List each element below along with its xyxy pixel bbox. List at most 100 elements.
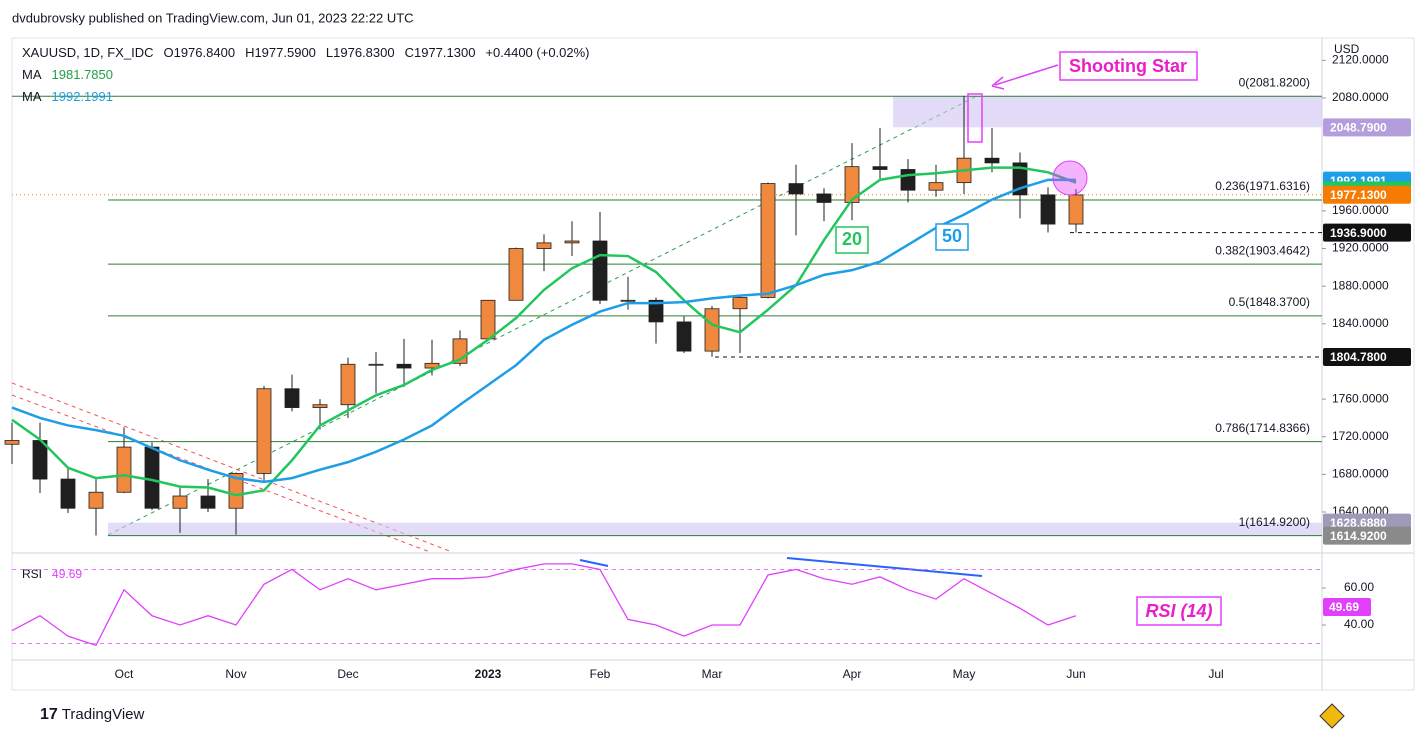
frame — [11, 37, 1415, 691]
highlight-circle — [1052, 160, 1088, 196]
price-tag — [1323, 118, 1411, 137]
x-tick-label: Apr — [843, 667, 862, 681]
candle-body — [508, 248, 524, 301]
candle-body — [788, 183, 804, 195]
divergence-line — [786, 557, 983, 577]
plot: 0(2081.8200) 0.236(1971.6316) 0.382(1903.4… — [4, 52, 1411, 681]
price-tag — [1323, 185, 1411, 204]
y-tick-label: 1920.0000 — [1332, 241, 1389, 255]
candle-body — [116, 446, 132, 493]
candle-body — [760, 183, 776, 298]
price-tag-label: 1977.1300 — [1330, 188, 1387, 202]
legend-symbol: XAUUSD, 1D, FX_IDC O1976.8400 H1977.5900 L1… — [22, 45, 590, 60]
fib-label: 0.786(1714.8366) — [1215, 421, 1310, 435]
low: L1976.8300 — [326, 45, 395, 60]
y-tick-label: 1840.0000 — [1332, 316, 1389, 330]
moving-average — [11, 166, 1077, 497]
brand-name: TradingView — [62, 706, 145, 723]
price-tag — [1323, 347, 1411, 366]
y-tick-label: 1720.0000 — [1332, 429, 1389, 443]
logo — [1319, 703, 1345, 729]
candle-body — [200, 495, 216, 509]
moving-average — [11, 178, 1076, 484]
x-tick-label: Dec — [337, 667, 358, 681]
candle-body — [312, 404, 328, 408]
ma-label-box — [935, 223, 969, 251]
ma-name: MA — [22, 89, 42, 104]
rsi-tag — [1323, 598, 1371, 617]
candle-body — [928, 182, 944, 191]
open: O1976.8400 — [163, 45, 235, 60]
candle-body — [676, 321, 692, 352]
candle-body — [732, 297, 748, 310]
fib-label: 0.236(1971.6316) — [1215, 179, 1310, 193]
x-tick-label: May — [953, 667, 976, 681]
arrow-head — [991, 76, 1005, 90]
ma-label: 50 — [942, 226, 962, 246]
x-tick-label: 2023 — [475, 667, 502, 681]
candle-body — [396, 363, 412, 369]
rsi-value: 49.69 — [52, 567, 82, 581]
price-tag — [1323, 223, 1411, 242]
candle-body — [1040, 194, 1056, 225]
ma-value: 1992.1991 — [52, 89, 113, 104]
publisher: dvdubrovsky published on TradingView.com… — [12, 10, 414, 25]
candle-body — [564, 240, 580, 244]
x-tick-label: Oct — [115, 667, 134, 681]
fib-label: 0(2081.8200) — [1239, 75, 1310, 89]
trend-line — [11, 394, 431, 553]
ma-label-box — [835, 226, 869, 254]
ma-legend: MA 1992.1991 — [22, 89, 113, 104]
ma-name: MA — [22, 67, 42, 82]
x-tick-label: Jun — [1066, 667, 1085, 681]
candle-body — [368, 363, 384, 366]
change: +0.4400 (+0.02%) — [485, 45, 589, 60]
price-tag-label: 1804.7800 — [1330, 350, 1387, 364]
candle-body — [60, 478, 76, 509]
ma-value: 1981.7850 — [52, 67, 113, 82]
trend-line — [107, 96, 976, 536]
rsi-name: RSI — [22, 567, 42, 581]
rsi-tick-label: 60.00 — [1344, 580, 1374, 594]
close: C1977.1300 — [405, 45, 476, 60]
candle-body — [620, 299, 636, 302]
price-tag-label: 1628.6880 — [1330, 516, 1387, 530]
high: H1977.5900 — [245, 45, 316, 60]
candle-body — [536, 242, 552, 249]
x-tick-label: Jul — [1208, 667, 1223, 681]
candle-body — [88, 491, 104, 509]
candle-body — [228, 473, 244, 509]
x-tick-label: Mar — [702, 667, 723, 681]
annotation-box — [1059, 51, 1198, 81]
rsi-tick-label: 40.00 — [1344, 617, 1374, 631]
rsi-title-box — [1136, 596, 1222, 626]
rsi-line — [11, 563, 1077, 647]
candle-body — [284, 388, 300, 408]
ma-label: 20 — [842, 229, 862, 249]
price-tag-label: 2048.7900 — [1330, 121, 1387, 135]
candle-body — [32, 440, 48, 480]
brand-logo: 17 — [40, 706, 58, 723]
rsi-tag-label: 49.69 — [1329, 600, 1359, 614]
fib-label: 1(1614.9200) — [1239, 515, 1310, 529]
candle-body — [340, 363, 356, 406]
candle-body — [872, 166, 888, 170]
x-tick-label: Nov — [225, 667, 246, 681]
currency: USD — [1334, 42, 1360, 56]
resistance-zone — [893, 96, 1322, 128]
candle-body — [704, 308, 720, 352]
candle-body — [480, 299, 496, 340]
x-tick-label: Feb — [590, 667, 611, 681]
y-tick-label: 1680.0000 — [1332, 467, 1389, 481]
annotation: Shooting Star — [1069, 56, 1187, 76]
y-tick-label: 2080.0000 — [1332, 90, 1389, 104]
y-tick-label: 2120.0000 — [1332, 52, 1389, 66]
brand: 17 TradingView — [40, 706, 145, 723]
divergence-line — [579, 559, 609, 567]
candle-body — [172, 495, 188, 509]
y-tick-label: 1760.0000 — [1332, 391, 1389, 405]
candle-body — [984, 157, 1000, 164]
highlight-box — [967, 93, 983, 143]
candle-body — [1068, 194, 1084, 225]
